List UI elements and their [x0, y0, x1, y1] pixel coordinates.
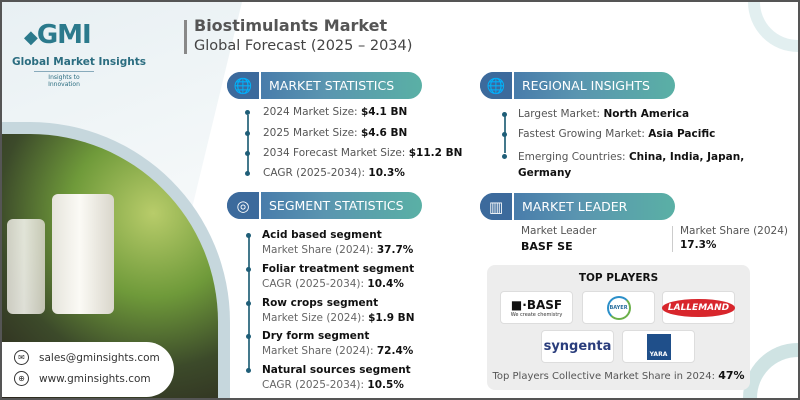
- regional-insights-header: 🌐 REGIONAL INSIGHTS: [480, 72, 675, 99]
- bottle-image: [7, 219, 45, 314]
- list-item: Natural sources segment CAGR (2025-2034):…: [246, 364, 414, 397]
- brand-tagline: Insights to Innovation: [34, 71, 94, 88]
- list-item: Emerging Countries: China, India, Japan,…: [502, 149, 747, 181]
- bullet: [246, 233, 251, 238]
- divider: [672, 226, 673, 252]
- list-item: 2034 Forecast Market Size: $11.2 BN: [245, 148, 462, 168]
- list-item: Acid based segment Market Share (2024): 3…: [246, 229, 414, 263]
- segment-statistics-list: Acid based segment Market Share (2024): 3…: [246, 229, 414, 397]
- top-players-heading: TOP PLAYERS: [578, 272, 659, 284]
- top-players-panel: TOP PLAYERS ■·BASF We create chemistry BA…: [487, 265, 750, 390]
- section-heading: MARKET STATISTICS: [269, 78, 395, 93]
- list-item: 2025 Market Size: $4.6 BN: [245, 127, 462, 149]
- bullet: [246, 367, 251, 373]
- syngenta-logo: syngenta: [541, 330, 614, 363]
- page-subtitle: Global Forecast (2025 – 2034): [194, 38, 413, 54]
- segment-chart-icon: ◎: [227, 192, 261, 219]
- section-heading: MARKET LEADER: [522, 199, 628, 214]
- regional-insights-list: Largest Market: North America Fastest Gr…: [502, 109, 752, 181]
- market-leader-header: ▥ MARKET LEADER: [480, 193, 675, 220]
- title-bar: [184, 20, 187, 54]
- bottle-image: [52, 194, 114, 314]
- lallemand-logo: LALLEMAND: [661, 291, 736, 324]
- market-statistics-header: 🌐 MARKET STATISTICS: [227, 72, 422, 99]
- top-players-share: Top Players Collective Market Share in 2…: [492, 369, 745, 382]
- logo: ◆GMI: [24, 20, 92, 50]
- bullet: [502, 132, 507, 137]
- leader-value: BASF SE: [521, 240, 573, 253]
- leader-label: Market Leader: [521, 225, 597, 237]
- section-heading: REGIONAL INSIGHTS: [522, 78, 650, 93]
- list-item: Largest Market: North America: [502, 109, 752, 129]
- email-link[interactable]: ✉ sales@gminsights.com: [14, 350, 160, 365]
- globe-chart-icon: 🌐: [227, 72, 261, 99]
- basf-logo: ■·BASF We create chemistry: [500, 291, 573, 324]
- mail-icon: ✉: [14, 350, 29, 365]
- decorative-arc: [748, 2, 798, 52]
- website-link[interactable]: ⊕ www.gminsights.com: [14, 371, 151, 386]
- bullet: [502, 154, 507, 159]
- share-label: Market Share (2024): [680, 225, 788, 237]
- bullet: [245, 171, 250, 176]
- contact-box: ✉ sales@gminsights.com ⊕ www.gminsights.co…: [2, 342, 174, 397]
- globe-icon: ⊕: [14, 371, 29, 386]
- list-item: 2024 Market Size: $4.1 BN: [245, 107, 462, 128]
- share-value: 17.3%: [680, 239, 717, 251]
- brand-name: Global Market Insights: [12, 56, 146, 68]
- globe-icon: 🌐: [480, 72, 514, 99]
- market-statistics-list: 2024 Market Size: $4.1 BN 2025 Market Si…: [245, 107, 462, 188]
- bullet: [502, 112, 507, 117]
- bullet: [245, 130, 250, 136]
- timeline-line: [247, 115, 249, 175]
- list-item: Row crops segment Market Size (2024): $1.…: [246, 297, 414, 331]
- yara-logo: YARA: [622, 330, 695, 363]
- page-title: Biostimulants Market: [194, 16, 388, 35]
- leader-chart-icon: ▥: [480, 193, 514, 220]
- list-item: Fastest Growing Market: Asia Pacific: [502, 129, 752, 149]
- list-item: Dry form segment Market Share (2024): 72.…: [246, 330, 414, 364]
- bullet: [245, 110, 250, 115]
- bullet: [245, 151, 250, 156]
- bullet: [246, 300, 251, 306]
- bullet: [246, 334, 251, 339]
- bullet: [246, 266, 251, 272]
- list-item: CAGR (2025-2034): 10.3%: [245, 168, 462, 188]
- decorative-arc: [743, 343, 798, 398]
- section-heading: SEGMENT STATISTICS: [269, 198, 404, 213]
- bayer-logo: BAYER: [582, 291, 655, 324]
- list-item: Foliar treatment segment CAGR (2025-2034)…: [246, 263, 414, 297]
- segment-statistics-header: ◎ SEGMENT STATISTICS: [227, 192, 422, 219]
